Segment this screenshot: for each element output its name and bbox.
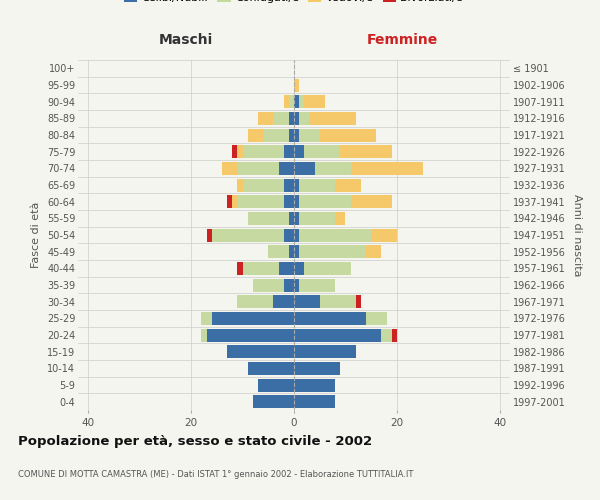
Bar [366,245,382,258]
Bar [238,195,284,208]
Bar [294,395,335,408]
Bar [299,278,335,291]
Bar [392,328,397,342]
Bar [294,78,299,92]
Bar [294,212,299,225]
Bar [202,328,206,342]
Bar [274,295,294,308]
Bar [248,362,294,375]
Bar [242,145,284,158]
Bar [294,262,304,275]
Bar [284,178,294,192]
Bar [258,112,274,125]
Bar [320,128,376,141]
Bar [274,112,289,125]
Bar [202,312,212,325]
Bar [289,128,294,141]
Bar [242,262,278,275]
Bar [294,112,299,125]
Bar [294,228,299,241]
Bar [299,95,304,108]
Bar [206,228,212,241]
Bar [294,128,299,141]
Bar [253,278,284,291]
Bar [278,162,294,175]
Bar [238,262,242,275]
Bar [350,195,392,208]
Text: COMUNE DI MOTTA CAMASTRA (ME) - Dati ISTAT 1° gennaio 2002 - Elaborazione TUTTIT: COMUNE DI MOTTA CAMASTRA (ME) - Dati IST… [18,470,413,479]
Bar [304,95,325,108]
Bar [238,162,278,175]
Bar [294,312,366,325]
Bar [299,212,335,225]
Bar [299,245,366,258]
Text: Femmine: Femmine [367,32,437,46]
Bar [294,345,356,358]
Bar [314,162,350,175]
Bar [382,328,392,342]
Bar [294,278,299,291]
Bar [340,145,392,158]
Bar [268,245,289,258]
Bar [289,95,294,108]
Bar [299,128,320,141]
Y-axis label: Anni di nascita: Anni di nascita [572,194,583,276]
Bar [289,112,294,125]
Bar [294,162,314,175]
Bar [206,328,294,342]
Bar [304,145,340,158]
Bar [294,178,299,192]
Bar [289,245,294,258]
Text: Maschi: Maschi [159,32,213,46]
Bar [227,345,294,358]
Legend: Celibi/Nubili, Coniugati/e, Vedovi/e, Divorziati/e: Celibi/Nubili, Coniugati/e, Vedovi/e, Di… [119,0,469,8]
Bar [238,145,242,158]
Bar [294,95,299,108]
Text: Popolazione per età, sesso e stato civile - 2002: Popolazione per età, sesso e stato civil… [18,435,372,448]
Bar [294,245,299,258]
Bar [263,128,289,141]
Bar [294,328,382,342]
Bar [238,178,242,192]
Bar [232,195,238,208]
Bar [248,128,263,141]
Bar [356,295,361,308]
Bar [212,228,284,241]
Bar [294,378,335,392]
Bar [227,195,232,208]
Bar [284,278,294,291]
Bar [248,212,289,225]
Bar [294,195,299,208]
Bar [278,262,294,275]
Bar [222,162,238,175]
Bar [242,178,284,192]
Bar [304,262,350,275]
Bar [299,195,350,208]
Bar [284,195,294,208]
Bar [253,395,294,408]
Bar [232,145,238,158]
Bar [299,178,335,192]
Bar [320,295,356,308]
Bar [284,145,294,158]
Y-axis label: Fasce di età: Fasce di età [31,202,41,268]
Bar [299,112,310,125]
Bar [289,212,294,225]
Bar [335,178,361,192]
Bar [294,145,304,158]
Bar [299,228,371,241]
Bar [350,162,422,175]
Bar [294,295,320,308]
Bar [258,378,294,392]
Bar [371,228,397,241]
Bar [238,295,274,308]
Bar [294,362,340,375]
Bar [366,312,386,325]
Bar [284,95,289,108]
Bar [335,212,346,225]
Bar [212,312,294,325]
Bar [310,112,356,125]
Bar [284,228,294,241]
